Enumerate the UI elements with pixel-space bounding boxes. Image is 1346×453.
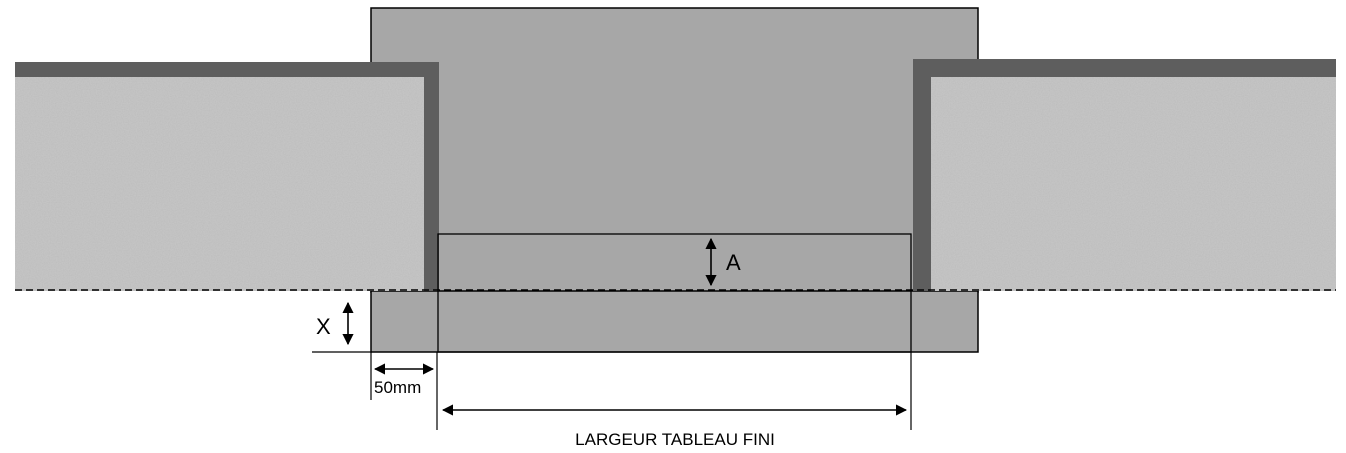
finished-frame-outline: [437, 233, 912, 353]
center-panel-bottom: [370, 290, 979, 353]
offset-50mm-label: 50mm: [374, 378, 421, 397]
right-insulation-wall: [913, 59, 1336, 291]
dimension-a-label: A: [726, 250, 741, 275]
left-insulation-wall: [15, 62, 439, 291]
center-panel-top: [370, 7, 979, 293]
finished-width-label: LARGEUR TABLEAU FINI: [575, 430, 775, 449]
dimension-x-label: X: [316, 314, 331, 339]
